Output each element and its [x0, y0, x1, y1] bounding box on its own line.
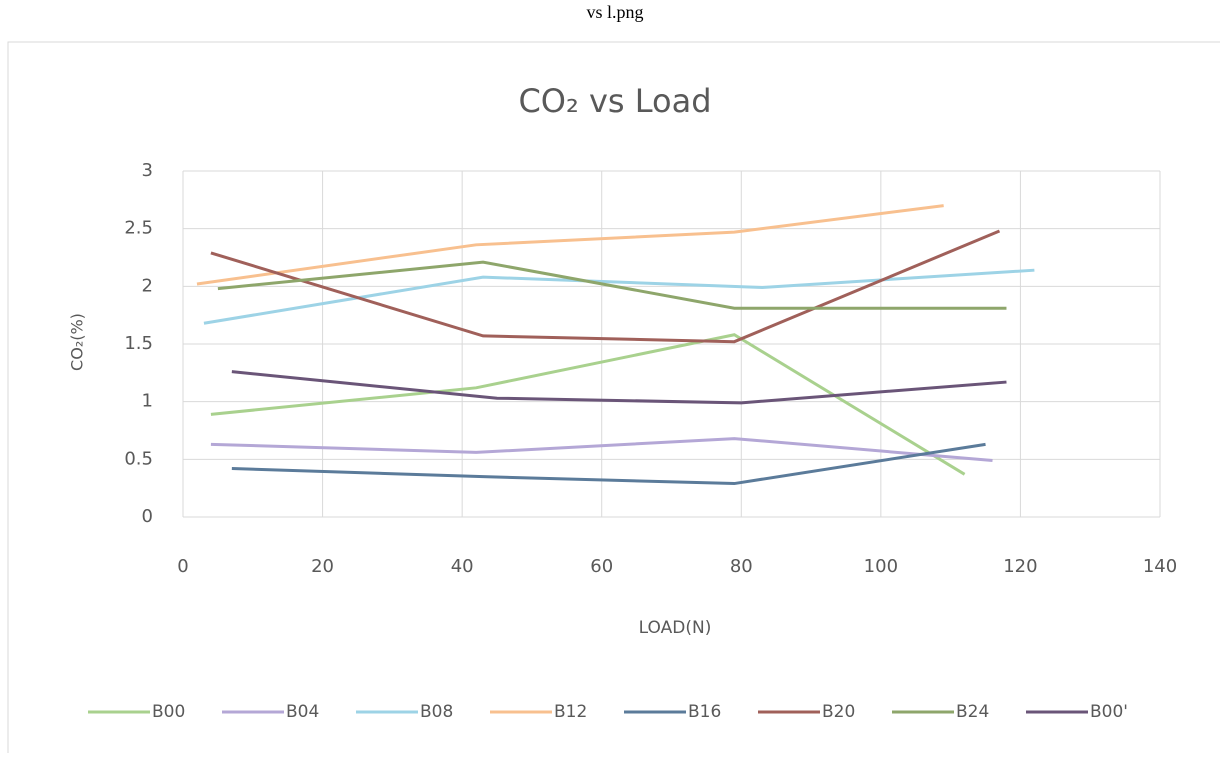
x-tick-label: 140 — [1143, 556, 1177, 577]
y-axis-label: CO₂(%) — [68, 313, 87, 371]
x-tick-label: 20 — [311, 556, 334, 577]
page: vs l.png CO₂ vs Load CO₂(%) LOAD(N) 0 0.5… — [0, 0, 1220, 753]
legend-label: B08 — [420, 702, 453, 722]
legend-label: B04 — [286, 702, 319, 722]
y-tick-label: 2 — [142, 275, 153, 296]
legend-label: B20 — [822, 702, 855, 722]
x-tick-label: 100 — [864, 556, 898, 577]
y-tick-label: 0.5 — [124, 448, 153, 469]
x-tick-label: 120 — [1003, 556, 1037, 577]
legend-label: B24 — [956, 702, 989, 722]
file-name: vs l.png — [586, 2, 643, 22]
y-tick-label: 0 — [142, 506, 153, 527]
x-tick-label: 60 — [590, 556, 613, 577]
legend-label: B12 — [554, 702, 587, 722]
chart-frame — [8, 42, 1220, 753]
legend-label: B00 — [152, 702, 185, 722]
x-tick-label: 80 — [730, 556, 753, 577]
y-tick-label: 1 — [142, 391, 153, 412]
chart-title: CO₂ vs Load — [518, 82, 711, 120]
legend-label: B16 — [688, 702, 721, 722]
x-tick-label: 40 — [451, 556, 474, 577]
legend-label: B00' — [1090, 702, 1128, 722]
y-tick-label: 2.5 — [124, 218, 153, 239]
y-tick-label: 3 — [142, 160, 153, 181]
y-tick-label: 1.5 — [124, 333, 153, 354]
x-tick-label: 0 — [177, 556, 188, 577]
x-axis-label: LOAD(N) — [639, 618, 712, 638]
